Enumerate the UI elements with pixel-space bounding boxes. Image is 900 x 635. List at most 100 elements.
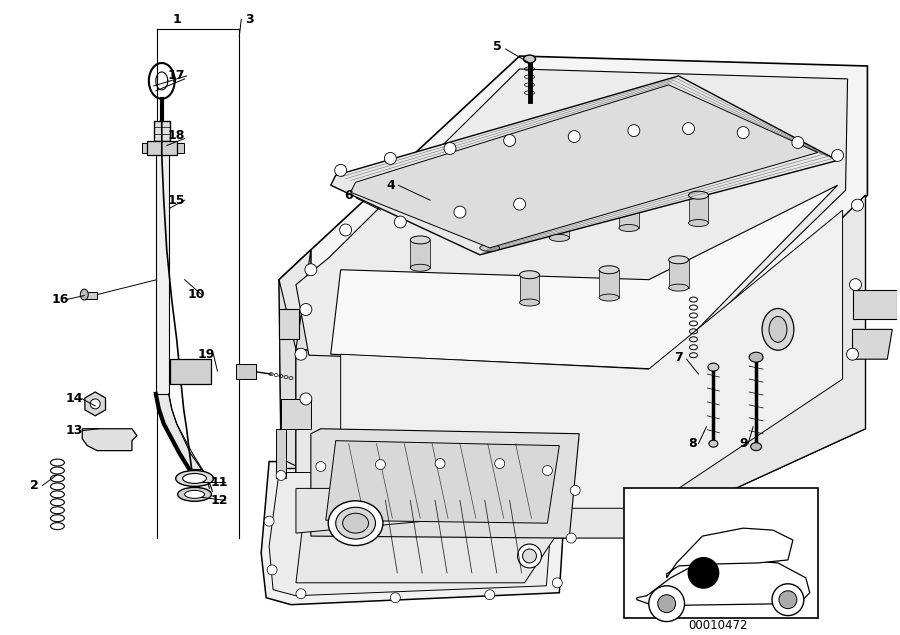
Ellipse shape	[328, 501, 382, 545]
Polygon shape	[480, 220, 500, 248]
Polygon shape	[237, 364, 256, 379]
Circle shape	[454, 206, 466, 218]
Circle shape	[504, 135, 516, 147]
Circle shape	[375, 460, 385, 469]
Polygon shape	[410, 240, 430, 268]
Circle shape	[384, 152, 396, 164]
Polygon shape	[351, 85, 818, 248]
Polygon shape	[279, 250, 310, 469]
Polygon shape	[296, 195, 866, 538]
Polygon shape	[281, 399, 310, 429]
Circle shape	[394, 216, 406, 228]
Ellipse shape	[343, 513, 368, 533]
Ellipse shape	[619, 225, 639, 232]
Text: 17: 17	[168, 69, 185, 83]
Text: 4: 4	[386, 179, 395, 192]
Polygon shape	[279, 309, 299, 339]
Polygon shape	[296, 498, 554, 583]
Polygon shape	[156, 156, 168, 394]
Circle shape	[300, 393, 312, 405]
Ellipse shape	[549, 234, 570, 241]
Circle shape	[267, 565, 277, 575]
Circle shape	[391, 592, 401, 603]
Ellipse shape	[749, 352, 763, 362]
Ellipse shape	[709, 440, 718, 447]
Circle shape	[316, 462, 326, 472]
Polygon shape	[170, 359, 211, 384]
Ellipse shape	[336, 507, 375, 539]
Polygon shape	[198, 481, 210, 491]
Ellipse shape	[184, 490, 204, 498]
Polygon shape	[156, 394, 172, 409]
Circle shape	[485, 590, 495, 599]
Polygon shape	[852, 290, 897, 319]
Polygon shape	[310, 429, 580, 538]
Ellipse shape	[177, 488, 212, 501]
Polygon shape	[85, 392, 105, 416]
Text: 5: 5	[493, 39, 502, 53]
Circle shape	[553, 578, 562, 588]
Ellipse shape	[410, 236, 430, 244]
Ellipse shape	[599, 294, 619, 301]
Polygon shape	[669, 260, 689, 288]
Ellipse shape	[480, 244, 500, 251]
Circle shape	[847, 348, 859, 360]
Text: 6: 6	[345, 189, 353, 202]
Text: 15: 15	[168, 194, 185, 206]
Text: 2: 2	[31, 479, 39, 492]
Polygon shape	[296, 69, 848, 367]
Circle shape	[444, 142, 456, 154]
Polygon shape	[279, 56, 868, 379]
Circle shape	[737, 126, 749, 138]
Polygon shape	[341, 210, 842, 508]
Polygon shape	[269, 472, 575, 596]
Polygon shape	[147, 140, 176, 156]
Circle shape	[772, 584, 804, 615]
Circle shape	[435, 458, 445, 469]
Circle shape	[305, 264, 317, 276]
Ellipse shape	[519, 271, 539, 279]
Circle shape	[276, 471, 286, 481]
Polygon shape	[194, 472, 208, 485]
Circle shape	[90, 399, 100, 409]
Circle shape	[495, 458, 505, 469]
Circle shape	[851, 199, 863, 211]
Circle shape	[300, 304, 312, 316]
Circle shape	[339, 224, 352, 236]
Polygon shape	[158, 409, 176, 424]
Text: 7: 7	[674, 351, 683, 364]
Polygon shape	[85, 291, 97, 298]
Ellipse shape	[762, 309, 794, 351]
Polygon shape	[187, 464, 203, 476]
Circle shape	[296, 589, 306, 599]
Circle shape	[649, 586, 685, 622]
Polygon shape	[519, 275, 539, 302]
Polygon shape	[164, 424, 184, 439]
Circle shape	[335, 164, 346, 177]
Circle shape	[566, 533, 576, 543]
Polygon shape	[276, 429, 286, 478]
Ellipse shape	[751, 443, 761, 451]
Circle shape	[779, 591, 796, 609]
Text: 3: 3	[245, 13, 254, 26]
Circle shape	[658, 595, 676, 613]
Polygon shape	[187, 469, 202, 481]
Ellipse shape	[599, 266, 619, 274]
Ellipse shape	[769, 316, 787, 342]
Ellipse shape	[688, 191, 708, 199]
Polygon shape	[279, 250, 310, 469]
Ellipse shape	[669, 284, 689, 291]
Ellipse shape	[80, 289, 88, 300]
Text: 14: 14	[66, 392, 83, 405]
Polygon shape	[326, 441, 559, 523]
Text: 00010472: 00010472	[688, 619, 748, 632]
Polygon shape	[172, 142, 184, 154]
Polygon shape	[296, 349, 649, 538]
Ellipse shape	[176, 471, 213, 486]
Text: 10: 10	[188, 288, 205, 301]
Polygon shape	[649, 195, 866, 528]
Ellipse shape	[410, 264, 430, 271]
Text: 1: 1	[172, 13, 181, 26]
Text: 19: 19	[198, 348, 215, 361]
Polygon shape	[330, 76, 838, 255]
